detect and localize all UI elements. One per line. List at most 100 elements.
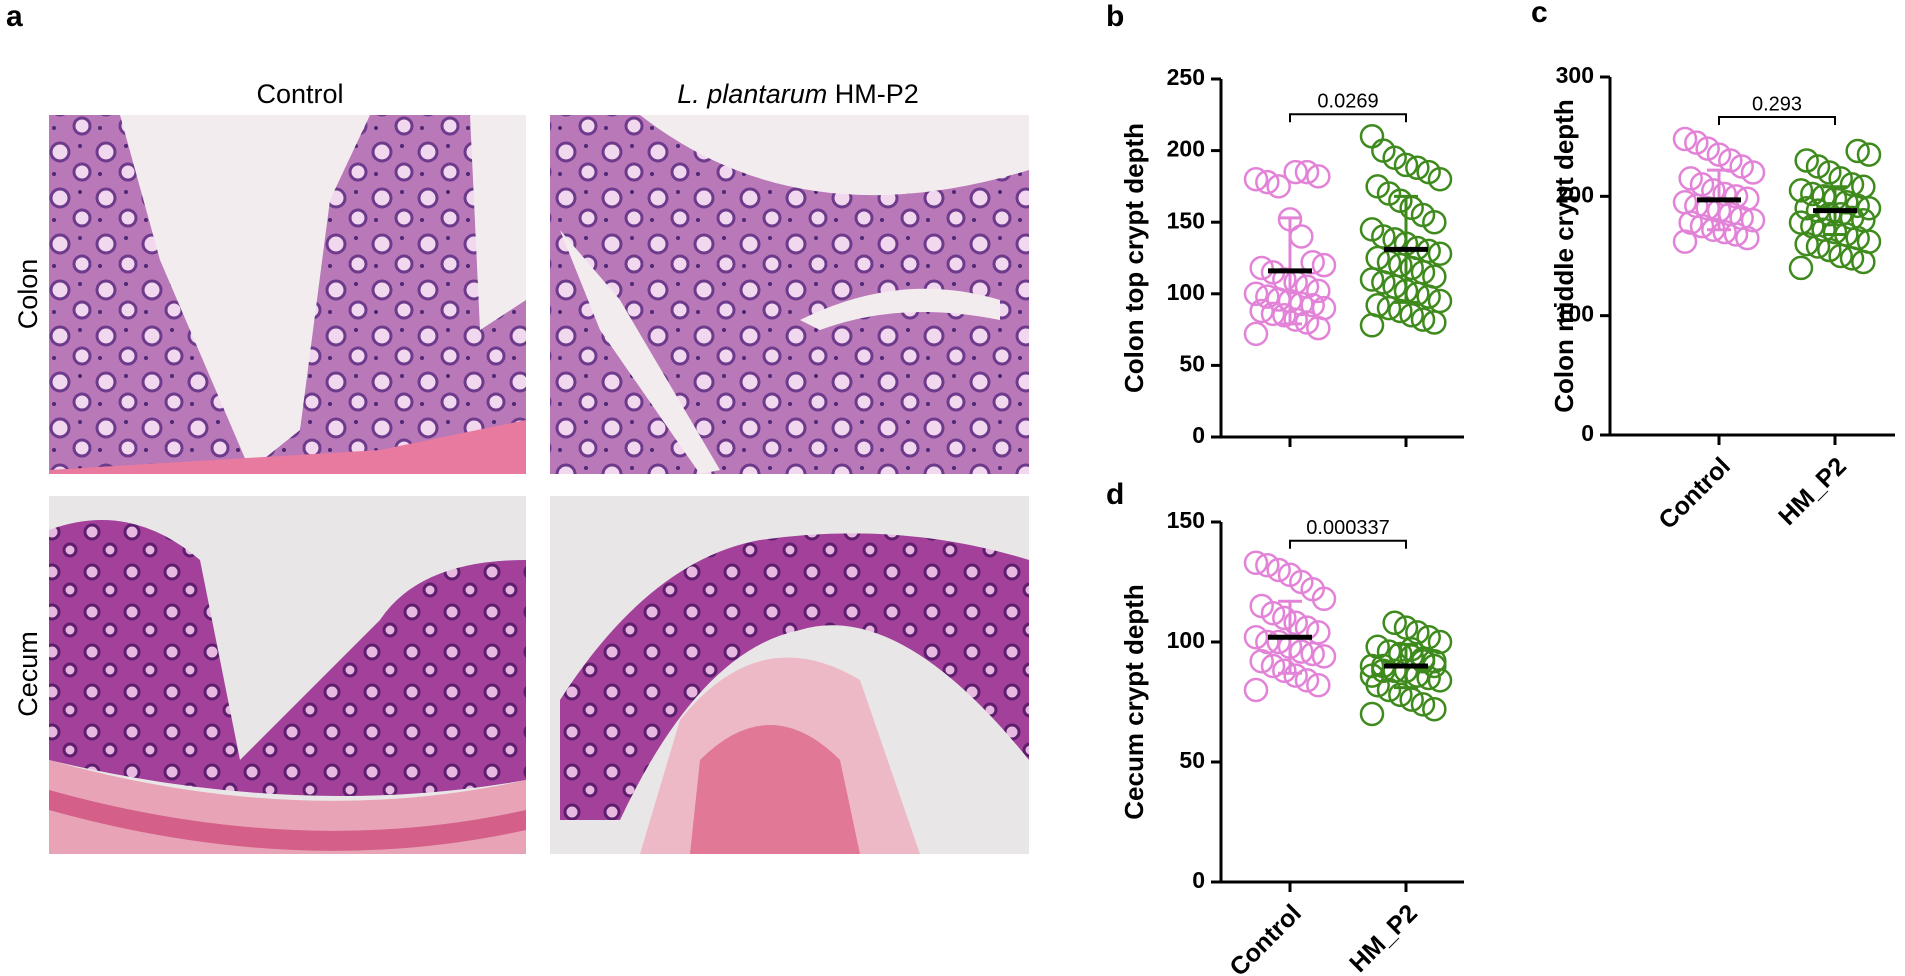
data-point: [1382, 610, 1407, 636]
y-tick-label: 50: [1179, 350, 1205, 376]
species: L. plantarum: [677, 79, 827, 109]
row-label: Cecum: [13, 631, 43, 717]
data-point: [1788, 210, 1814, 235]
data-point: [1266, 557, 1291, 583]
data-point: [1788, 178, 1814, 203]
data-point: [1422, 264, 1447, 289]
histology-image: [49, 115, 526, 474]
data-point: [1427, 288, 1453, 314]
data-point: [1723, 184, 1749, 209]
data-point: [1788, 255, 1814, 281]
data-point: [1243, 166, 1269, 192]
data-point: [1255, 284, 1280, 309]
y-tick-label: 300: [1556, 62, 1594, 88]
panel-label: a: [6, 0, 23, 33]
data-point: [1300, 250, 1325, 275]
x-tick-label: HM_P2: [1773, 452, 1852, 531]
data-point: [1672, 126, 1698, 152]
row-label: Colon: [13, 259, 43, 330]
panel-label: b: [1106, 0, 1124, 33]
column-label: Control: [256, 79, 343, 109]
data-point: [1695, 136, 1720, 161]
data-point: [1729, 154, 1754, 179]
data-point: [1306, 672, 1331, 698]
data-point: [1359, 124, 1385, 149]
y-axis-label: Cecum crypt depth: [1119, 584, 1149, 820]
significance-bracket: [1289, 539, 1407, 549]
data-point: [1243, 677, 1269, 703]
p-value: 0.000337: [1306, 517, 1389, 539]
data-point: [1740, 160, 1766, 185]
x-tick-label: Control: [1653, 452, 1736, 535]
data-point: [1800, 181, 1825, 207]
data-point: [1243, 281, 1269, 307]
p-value: 0.293: [1752, 93, 1802, 115]
y-tick-label: 200: [1556, 181, 1594, 207]
data-point: [1359, 313, 1385, 338]
y-tick-label: 0: [1581, 420, 1594, 446]
data-point: [1359, 701, 1385, 727]
data-point: [1260, 301, 1286, 327]
data-point: [1300, 293, 1325, 318]
data-point: [1249, 255, 1274, 281]
significance-bracket: [1289, 113, 1407, 123]
data-point: [1283, 159, 1308, 185]
data-point: [1422, 696, 1447, 722]
data-point: [1294, 668, 1320, 693]
x-tick-label: Control: [1224, 899, 1307, 976]
data-point: [1359, 663, 1385, 688]
data-point: [1794, 148, 1819, 173]
data-point: [1371, 658, 1396, 684]
y-tick-label: 100: [1167, 279, 1205, 305]
y-tick-label: 250: [1167, 64, 1205, 90]
data-point: [1678, 166, 1703, 191]
y-axis-label: Colon middle crypt depth: [1549, 99, 1579, 412]
data-point: [1427, 241, 1453, 266]
data-point: [1306, 278, 1331, 304]
p-value: 0.0269: [1317, 91, 1378, 113]
data-point: [1805, 154, 1831, 179]
y-tick-label: 0: [1192, 867, 1205, 893]
histology-image: [49, 496, 526, 854]
data-point: [1249, 298, 1274, 324]
y-tick-label: 0: [1192, 422, 1205, 448]
x-tick-label: HM_P2: [1344, 899, 1423, 976]
y-tick-label: 150: [1167, 207, 1205, 233]
data-point: [1828, 166, 1853, 191]
data-point: [1689, 172, 1715, 197]
data-point: [1243, 321, 1269, 347]
data-point: [1283, 307, 1308, 332]
y-tick-label: 150: [1167, 507, 1205, 533]
data-point: [1388, 682, 1413, 708]
data-point: [1359, 217, 1385, 242]
data-point: [1365, 174, 1390, 199]
data-point: [1272, 303, 1297, 328]
data-point: [1311, 644, 1337, 669]
data-point: [1243, 550, 1269, 576]
data-point: [1306, 620, 1331, 645]
data-point: [1283, 663, 1308, 688]
y-tick-label: 100: [1167, 627, 1205, 653]
data-point: [1405, 155, 1430, 181]
y-axis-label: Colon top crypt depth: [1119, 123, 1149, 393]
y-tick-label: 100: [1556, 301, 1594, 327]
data-point: [1851, 174, 1876, 200]
data-point: [1294, 274, 1320, 299]
data-point: [1311, 252, 1337, 278]
data-point: [1851, 207, 1876, 233]
data-point: [1712, 181, 1737, 207]
data-point: [1365, 634, 1390, 660]
strain: HM-P2: [835, 79, 919, 109]
data-point: [1817, 160, 1842, 185]
data-point: [1427, 629, 1453, 655]
data-point: [1416, 159, 1441, 185]
data-point: [1684, 130, 1709, 155]
data-point: [1260, 653, 1286, 679]
data-point: [1817, 201, 1842, 227]
data-point: [1410, 307, 1436, 332]
data-point: [1243, 624, 1269, 650]
data-point: [1856, 142, 1882, 167]
data-point: [1410, 692, 1436, 717]
data-point: [1255, 169, 1280, 195]
data-point: [1255, 629, 1280, 655]
